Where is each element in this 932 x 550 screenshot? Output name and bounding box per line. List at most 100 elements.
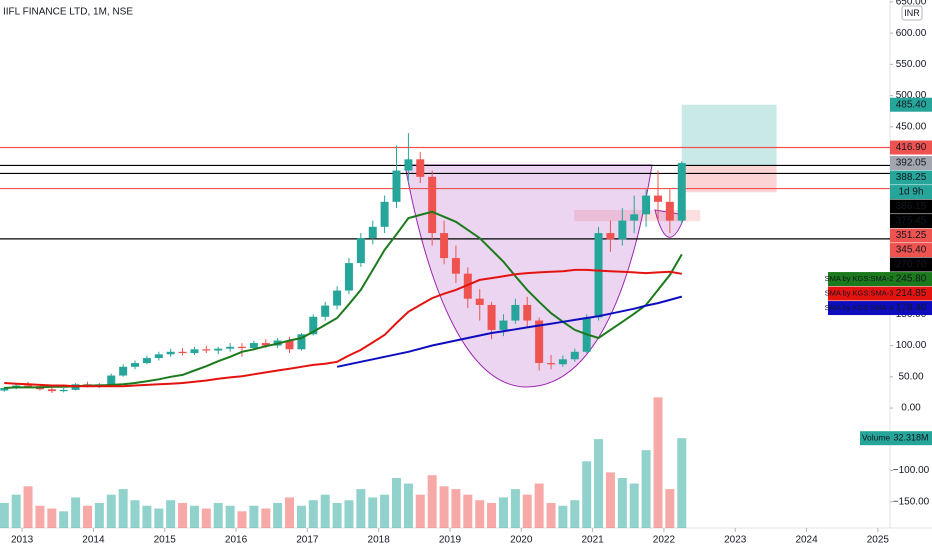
volume-bar [439, 486, 449, 528]
candle-body [428, 176, 437, 234]
price-label-box [890, 286, 932, 301]
candle-body [344, 263, 353, 291]
candle-body [166, 351, 175, 355]
price-label-box [890, 301, 932, 316]
price-label-box [890, 228, 932, 243]
sma-legend: SMA by KGS:SMA-3 [825, 289, 894, 298]
x-tick-label: 2022 [653, 535, 676, 546]
candle-body [677, 163, 686, 221]
volume-bar [94, 502, 104, 528]
candle-body [642, 195, 651, 215]
price-label: 485.40 [896, 99, 927, 110]
volume-bar [629, 483, 639, 528]
volume-bar [154, 508, 164, 528]
price-label-box [890, 156, 932, 171]
volume-bar [11, 494, 21, 528]
volume-bar [594, 439, 604, 528]
volume-bar [47, 508, 57, 528]
candle-body [285, 340, 294, 350]
volume-bar [451, 489, 461, 528]
volume-bar [308, 500, 318, 528]
candle-body [440, 233, 449, 259]
volume-bar [380, 494, 390, 528]
x-tick-label: 2014 [82, 535, 105, 546]
volume-bar [510, 489, 520, 528]
sma-legend: SMA by KGS:SMA-2 [825, 274, 894, 283]
sma-legend-box [828, 286, 890, 301]
volume-bar [71, 497, 81, 528]
candle-body [487, 304, 496, 330]
candle-body [654, 195, 663, 202]
zone [681, 104, 777, 166]
volume-bar [0, 502, 9, 528]
volume-bar [677, 438, 687, 528]
candle-body [142, 358, 151, 364]
sma-line [336, 295, 683, 368]
volume-label-box [892, 431, 932, 446]
candle-body [463, 273, 472, 299]
volume-bar [546, 502, 556, 528]
sma-line [4, 268, 682, 388]
volume-bar [487, 502, 497, 528]
candle-body [237, 346, 246, 349]
y-tick-label: 650.00 [896, 0, 927, 8]
candle-body [202, 349, 211, 351]
volume-bar [118, 489, 128, 528]
candle-body [214, 348, 223, 351]
y-tick-label: 600.00 [896, 28, 927, 39]
volume-bar [475, 500, 485, 528]
price-label: 178.40 [896, 303, 927, 314]
volume-bar [463, 494, 473, 528]
price-label-box [890, 257, 932, 272]
volume-bar [522, 494, 532, 528]
x-tick-label: 2024 [795, 535, 818, 546]
volume-name-box [860, 431, 892, 446]
candle-body [404, 159, 413, 171]
volume-bar [106, 494, 116, 528]
currency-box [901, 5, 923, 21]
price-label-box [890, 97, 932, 112]
candle-body [59, 389, 68, 392]
sma-legend: SMA by KGS:SMA-4 [825, 303, 894, 312]
volume-bar [653, 397, 663, 528]
candle-body [309, 316, 318, 335]
x-tick-label: 2016 [225, 535, 248, 546]
volume-bar [332, 502, 342, 528]
volume-bar [23, 486, 33, 528]
volume-bar [368, 497, 378, 528]
sma-line [4, 210, 683, 389]
candle-body [130, 363, 139, 367]
candle-body [249, 343, 258, 349]
candle-body [0, 388, 9, 391]
candle-body [665, 201, 674, 221]
price-label: 392.05 [896, 158, 927, 169]
x-tick-label: 2019 [439, 535, 462, 546]
price-label-box [890, 272, 932, 287]
volume-bar [605, 472, 615, 528]
volume-name: Volume [862, 432, 891, 442]
chart-title: IIFL FINANCE LTD, 1M, NSE [3, 7, 133, 18]
volume-bar [166, 500, 176, 528]
price-label: 345.40 [896, 245, 927, 256]
y-tick-label: 50.00 [898, 371, 923, 382]
volume-bar [344, 500, 354, 528]
zone [681, 165, 777, 193]
y-tick-label: 0.00 [901, 403, 921, 414]
candle-body [618, 220, 627, 240]
volume-bar [296, 505, 306, 528]
volume-bar [213, 502, 223, 528]
candle-body [24, 385, 33, 387]
volume-bar [261, 508, 271, 528]
candle-body [630, 214, 639, 221]
candle-body [261, 343, 270, 346]
volume-bar [665, 489, 675, 528]
price-label: 375.45 [896, 216, 927, 227]
candle-body [392, 170, 401, 202]
volume-bar [427, 475, 437, 528]
price-label: 351.25 [896, 230, 927, 241]
price-label: 214.85 [896, 288, 927, 299]
volume-bar [558, 505, 568, 528]
volume-bar [237, 511, 247, 528]
